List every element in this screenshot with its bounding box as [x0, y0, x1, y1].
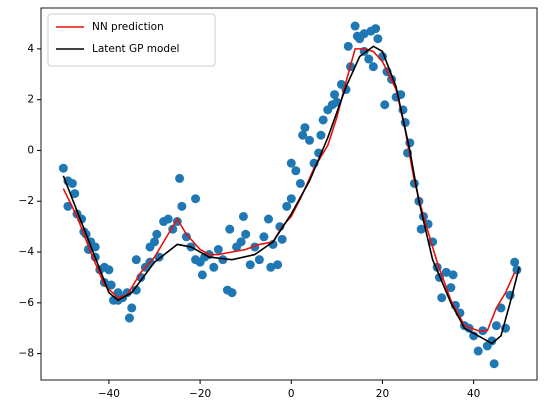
point — [277, 234, 287, 244]
point — [241, 229, 251, 239]
x-tick-label: 20 — [376, 388, 389, 400]
line — [62, 45, 520, 345]
point — [496, 303, 506, 313]
x-tick-label: 40 — [467, 388, 480, 400]
point — [106, 280, 116, 290]
point — [67, 178, 77, 188]
point — [350, 21, 360, 31]
y-tick-label: 0 — [27, 144, 34, 156]
point — [58, 163, 68, 173]
y-tick-label: −8 — [19, 348, 34, 360]
point — [197, 270, 207, 280]
point — [491, 321, 501, 331]
x-tick-label: −40 — [98, 388, 120, 400]
point — [473, 346, 483, 356]
point — [286, 158, 296, 168]
point — [469, 331, 479, 341]
point — [437, 293, 447, 303]
line — [62, 48, 516, 332]
y-tick-label: −4 — [19, 246, 35, 258]
point — [266, 262, 276, 272]
point — [209, 262, 219, 272]
point — [263, 214, 273, 224]
point — [163, 214, 173, 224]
point — [373, 34, 383, 44]
point — [124, 313, 134, 323]
y-tick-label: −2 — [19, 195, 34, 207]
point — [295, 178, 305, 188]
point — [298, 130, 308, 140]
point — [487, 336, 497, 346]
point — [90, 242, 100, 252]
point — [510, 257, 520, 267]
point — [273, 260, 283, 270]
legend-label: NN prediction — [92, 21, 164, 33]
point — [225, 224, 235, 234]
point — [305, 135, 315, 145]
point — [191, 194, 201, 204]
point — [316, 130, 326, 140]
point — [371, 24, 381, 34]
point — [175, 173, 185, 183]
x-tick-label: −20 — [189, 388, 211, 400]
point — [238, 211, 248, 221]
y-tick-label: 2 — [27, 94, 34, 106]
point — [70, 189, 80, 199]
point — [254, 255, 264, 265]
point — [359, 29, 369, 39]
point — [286, 194, 296, 204]
point — [380, 100, 390, 110]
plot-frame — [40, 7, 538, 381]
point — [227, 288, 237, 298]
point — [318, 115, 328, 125]
point — [177, 201, 187, 211]
point — [236, 237, 246, 247]
point — [291, 166, 301, 176]
point — [368, 62, 378, 72]
point — [364, 54, 374, 64]
legend-label: Latent GP model — [92, 43, 179, 55]
point — [343, 41, 353, 51]
point — [489, 359, 499, 369]
point — [131, 285, 141, 295]
point — [181, 232, 191, 242]
y-tick-label: −6 — [19, 297, 35, 309]
x-tick-label: 0 — [288, 388, 295, 400]
point — [104, 265, 114, 275]
point — [441, 267, 451, 277]
point — [154, 252, 164, 262]
point — [127, 303, 137, 313]
point — [416, 224, 426, 234]
point — [131, 255, 141, 265]
point — [213, 244, 223, 254]
point — [446, 283, 456, 293]
point — [218, 255, 228, 265]
point — [330, 90, 340, 100]
point — [300, 123, 310, 133]
y-tick-label: 4 — [27, 43, 34, 55]
point — [152, 229, 162, 239]
point — [282, 201, 292, 211]
point — [150, 237, 160, 247]
point — [448, 270, 458, 280]
point — [259, 232, 269, 242]
legend-box — [47, 13, 216, 67]
point — [245, 260, 255, 270]
